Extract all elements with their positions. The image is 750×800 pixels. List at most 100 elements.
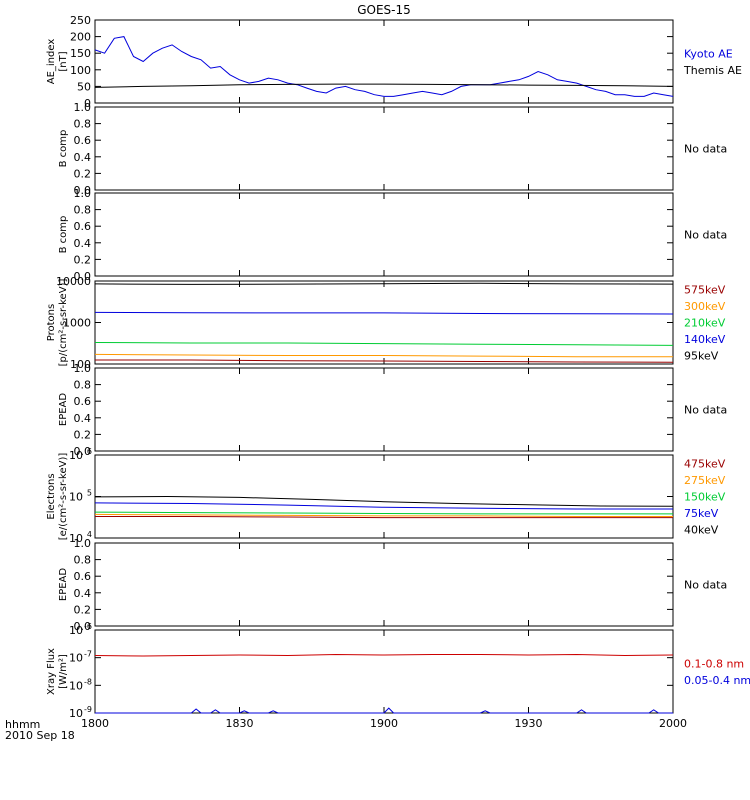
legend-entry: No data <box>684 404 727 417</box>
y-axis-label: B comp <box>58 216 69 254</box>
y-tick-label: 0.0 <box>74 445 92 458</box>
y-tick-label: 0.0 <box>74 184 92 197</box>
series-line <box>94 513 673 517</box>
y-tick-label: 0.4 <box>74 412 92 425</box>
y-axis-label: EPEAD <box>58 568 69 602</box>
y-tick-label: 1.0 <box>74 537 92 550</box>
panel-4: 100 1000 10000 Protons [p/(cm²-s-sr-keV)] 575… <box>46 275 726 371</box>
date-label: 2010 Sep 18 <box>5 729 75 742</box>
legend-entry: 75keV <box>684 507 719 520</box>
panel-2: 0.0 0.2 0.4 0.6 0.8 1.0 B comp No data <box>58 101 727 197</box>
panel-frame <box>94 106 674 191</box>
y-tick-label: 1.0 <box>74 187 92 200</box>
panel-frame <box>94 280 674 365</box>
y-tick-label: 0.8 <box>74 204 92 217</box>
panel-6: 10 4 10 5 10 6 Electrons [e/(cm²-s-sr-keV)] 475k… <box>46 447 726 545</box>
y-axis-label: EPEAD <box>58 393 69 427</box>
y-tick-label: 50 <box>77 80 91 93</box>
y-tick-exponent: -6 <box>84 622 92 631</box>
legend-entry: No data <box>684 229 727 242</box>
chart-title: GOES-15 <box>357 3 411 17</box>
panel-3: 0.0 0.2 0.4 0.6 0.8 1.0 B comp No data <box>58 187 727 283</box>
legend-entry: 140keV <box>684 333 726 346</box>
y-tick-label: 10 <box>69 652 83 665</box>
panel-frame <box>94 367 674 452</box>
y-tick-exponent: 5 <box>87 489 92 498</box>
series-line <box>95 359 674 363</box>
x-tick-label: 1930 <box>515 717 543 730</box>
series-line <box>94 511 673 515</box>
legend-entry: 210keV <box>684 317 726 330</box>
y-tick-exponent: 4 <box>87 530 92 539</box>
y-axis-label: B comp <box>58 130 69 168</box>
y-tick-label: 10 <box>69 491 83 504</box>
series-line <box>95 516 673 519</box>
y-axis-label: Electrons <box>46 473 57 519</box>
y-tick-label: 0.6 <box>74 395 92 408</box>
y-tick-label: 0.4 <box>74 151 92 164</box>
panel-1: 0 50 100 150 200 250 AE_index [nT] Kyoto AE Themi… <box>46 14 742 110</box>
y-tick-label: 100 <box>70 358 91 371</box>
legend-entry: 475keV <box>684 458 726 471</box>
y-tick-label: 0.2 <box>74 253 92 266</box>
series-line <box>94 495 674 507</box>
y-tick-label: 0.4 <box>74 587 92 600</box>
y-tick-label: 0.4 <box>74 237 92 250</box>
y-tick-label: 150 <box>70 47 91 60</box>
legend-entry: 0.1-0.8 nm <box>684 657 744 670</box>
x-tick-label: 1900 <box>370 717 398 730</box>
panel-frame <box>94 19 674 104</box>
series-line <box>94 282 674 285</box>
legend-entry: No data <box>684 579 727 592</box>
y-tick-label: 10 <box>69 449 83 462</box>
y-tick-label: 0.8 <box>74 554 92 567</box>
y-tick-label: 200 <box>70 31 91 44</box>
legend-entry: 300keV <box>684 300 726 313</box>
y-tick-label: 250 <box>70 14 91 27</box>
y-axis-label: [W/m²] <box>58 654 69 689</box>
legend-entry: 95keV <box>684 350 719 363</box>
series-line <box>94 653 674 657</box>
y-tick-exponent: -9 <box>84 705 92 714</box>
x-tick-label: 2000 <box>659 717 687 730</box>
panel-5: 0.0 0.2 0.4 0.6 0.8 1.0 EPEAD No data <box>58 362 727 458</box>
panels: 0 50 100 150 200 250 AE_index [nT] Kyoto AE Themi… <box>46 14 750 730</box>
y-tick-label: 0.6 <box>74 220 92 233</box>
panel-7: 0.0 0.2 0.4 0.6 0.8 1.0 EPEAD No data <box>58 537 727 633</box>
y-axis-label: Xray Flux <box>46 648 57 695</box>
y-tick-exponent: 6 <box>87 447 92 456</box>
y-tick-exponent: -7 <box>84 650 92 659</box>
x-tick-label: 1830 <box>226 717 254 730</box>
y-tick-label: 10 <box>69 532 83 545</box>
series-line <box>94 342 674 346</box>
y-tick-label: 0.8 <box>74 379 92 392</box>
y-tick-label: 0.2 <box>74 428 92 441</box>
legend-entry: 0.05-0.4 nm <box>684 674 750 687</box>
y-tick-label: 1000 <box>63 317 91 330</box>
y-tick-label: 10000 <box>56 275 91 288</box>
y-tick-label: 0.2 <box>74 603 92 616</box>
y-axis-label: [p/(cm²-s-sr-keV)] <box>58 279 69 367</box>
y-tick-label: 0.0 <box>74 620 92 633</box>
y-tick-label: 1.0 <box>74 101 92 114</box>
legend-entry: No data <box>684 143 727 156</box>
y-tick-label: 0.6 <box>74 570 92 583</box>
panel-frame <box>94 542 674 627</box>
y-tick-label: 0.6 <box>74 134 92 147</box>
legend-entry: 150keV <box>684 491 726 504</box>
legend-entry: 40keV <box>684 524 719 537</box>
y-tick-label: 100 <box>70 64 91 77</box>
series-line <box>94 83 674 88</box>
series-line <box>94 36 674 97</box>
y-tick-label: 10 <box>69 679 83 692</box>
panel-frame <box>94 629 674 714</box>
time-corner-label: hhmm <box>5 718 40 731</box>
legend-entry: 575keV <box>684 284 726 297</box>
legend-entry: Kyoto AE <box>684 47 733 60</box>
legend-entry: Themis AE <box>683 64 742 77</box>
y-tick-label: 1.0 <box>74 362 92 375</box>
y-axis-label: AE_index <box>46 39 57 85</box>
series-line <box>94 311 674 315</box>
y-axis-label: [e/(cm²-s-sr-keV)] <box>58 453 69 541</box>
